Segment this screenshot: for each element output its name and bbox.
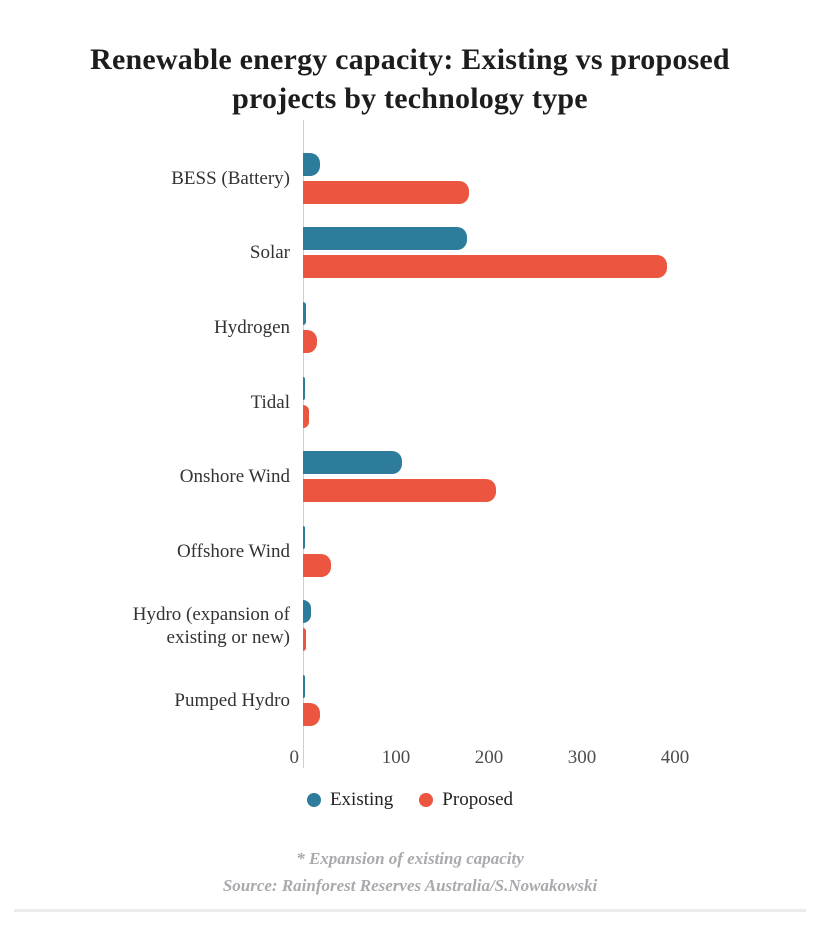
category-label: Hydro (expansion of existing or new): [132, 603, 290, 648]
category-row: Hydrogen: [0, 290, 820, 365]
bar-proposed: [303, 553, 331, 577]
bar-chart: BESS (Battery) Solar Hydrogen Tidal Onshore …: [0, 120, 820, 810]
bar-group: [303, 600, 820, 652]
bar-group: [303, 525, 820, 577]
category-row: Solar: [0, 216, 820, 291]
category-row: Hydro (expansion of existing or new): [0, 589, 820, 664]
bottom-divider: [14, 909, 806, 912]
legend-item-existing: Existing: [306, 789, 394, 811]
category-label: BESS (Battery): [171, 167, 290, 189]
x-tick-label: 200: [474, 747, 504, 768]
category-label: Pumped Hydro: [174, 689, 290, 711]
bar-group: [303, 301, 820, 353]
legend-label: Existing: [329, 789, 394, 810]
legend-label: Proposed: [442, 789, 514, 810]
bar-existing: [303, 227, 467, 251]
bar-group: [303, 376, 820, 428]
chart-footnote: * Expansion of existing capacity: [296, 849, 524, 868]
x-tick-label: 300: [567, 747, 597, 768]
bar-proposed: [303, 628, 306, 652]
bar-existing: [303, 674, 305, 698]
chart-title-line-2: projects by technology type: [232, 82, 588, 116]
category-row: Offshore Wind: [0, 514, 820, 589]
category-label: Tidal: [250, 391, 290, 413]
bar-existing: [303, 600, 312, 624]
bar-proposed: [303, 702, 320, 726]
bar-existing: [303, 152, 320, 176]
bar-rows: BESS (Battery) Solar Hydrogen Tidal Onshore …: [0, 141, 820, 738]
chart-title: Renewable energy capacity: Existing vs p…: [0, 40, 820, 118]
category-label: Hydrogen: [214, 316, 290, 338]
bar-existing: [303, 301, 306, 325]
bar-existing: [303, 376, 305, 400]
bar-proposed: [303, 180, 469, 204]
category-row: Tidal: [0, 365, 820, 440]
legend-dot-icon: [306, 793, 321, 807]
bar-group: [303, 152, 820, 204]
bar-group: [303, 674, 820, 726]
x-tick-label: 400: [660, 747, 690, 768]
category-row: Onshore Wind: [0, 439, 820, 514]
bar-group: [303, 227, 820, 279]
bar-proposed: [303, 255, 667, 279]
bar-proposed: [303, 329, 317, 353]
bar-proposed: [303, 404, 309, 428]
category-row: BESS (Battery): [0, 141, 820, 216]
chart-title-line-1: Renewable energy capacity: Existing vs p…: [90, 43, 730, 77]
category-row: Pumped Hydro: [0, 663, 820, 738]
y-axis-line: [303, 120, 304, 768]
bar-existing: [303, 451, 402, 475]
legend-item-proposed: Proposed: [419, 789, 513, 811]
x-tick-label: 100: [381, 747, 411, 768]
category-label: Offshore Wind: [176, 540, 290, 562]
legend-dot-icon: [419, 793, 434, 807]
category-label: Onshore Wind: [179, 466, 290, 488]
legend: Existing Proposed: [0, 789, 820, 811]
bar-existing: [303, 525, 305, 549]
x-axis-ticks: 0 100 200 300 400: [0, 747, 820, 775]
bar-group: [303, 451, 820, 503]
x-tick-label: 0: [289, 747, 300, 768]
bar-proposed: [303, 479, 497, 503]
category-label: Solar: [249, 242, 290, 264]
chart-source: Source: Rainforest Reserves Australia/S.…: [222, 876, 598, 895]
